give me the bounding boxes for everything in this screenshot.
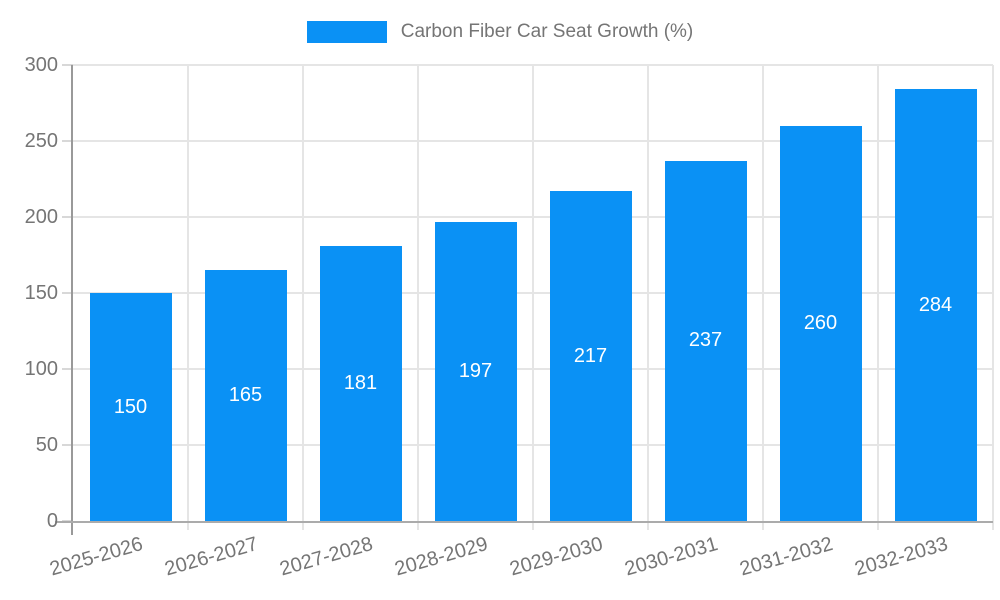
y-axis-label-150: 150	[24, 282, 58, 304]
v-gridline-7	[877, 65, 879, 530]
y-axis-label-300: 300	[24, 54, 58, 76]
legend-label: Carbon Fiber Car Seat Growth (%)	[400, 21, 694, 42]
y-tick-300	[62, 64, 73, 66]
bar-2028-2029[interactable]: 197	[434, 221, 517, 521]
y-axis-label-200: 200	[24, 206, 58, 228]
bar-2026-2027[interactable]: 165	[204, 270, 287, 521]
y-tick-100	[62, 368, 73, 370]
y-axis-label-0: 0	[46, 510, 58, 532]
bar-value-label: 150	[113, 395, 148, 418]
bar-value-label: 260	[803, 311, 838, 334]
bar-value-label: 217	[573, 344, 608, 367]
v-gridline-4	[532, 65, 534, 530]
bar-2027-2028[interactable]: 181	[319, 245, 402, 521]
y-axis-label-100: 100	[24, 358, 58, 380]
legend[interactable]: Carbon Fiber Car Seat Growth (%)	[0, 21, 1000, 43]
bar-2032-2033[interactable]: 284	[894, 89, 977, 521]
v-gridline-6	[762, 65, 764, 530]
legend-color-swatch	[306, 21, 387, 43]
v-gridline-3	[417, 65, 419, 530]
y-axis-label-250: 250	[24, 130, 58, 152]
bar-value-label: 284	[918, 293, 953, 316]
y-tick-250	[62, 140, 73, 142]
bar-2030-2031[interactable]: 237	[664, 160, 747, 521]
bar-value-label: 197	[458, 359, 493, 382]
bar-2029-2030[interactable]: 217	[549, 191, 632, 521]
y-axis-label-50: 50	[35, 434, 58, 456]
y-tick-200	[62, 216, 73, 218]
bar-value-label: 237	[688, 329, 723, 352]
y-axis-line	[71, 65, 73, 535]
v-gridline-2	[302, 65, 304, 530]
bar-value-label: 165	[228, 384, 263, 407]
v-gridline-1	[187, 65, 189, 530]
bar-2025-2026[interactable]: 150	[89, 293, 172, 521]
x-axis-line	[55, 521, 993, 523]
y-tick-50	[62, 444, 73, 446]
y-tick-150	[62, 292, 73, 294]
v-gridline-5	[647, 65, 649, 530]
bar-2031-2032[interactable]: 260	[779, 125, 862, 521]
v-gridline-8	[992, 65, 994, 530]
bar-value-label: 181	[343, 371, 378, 394]
